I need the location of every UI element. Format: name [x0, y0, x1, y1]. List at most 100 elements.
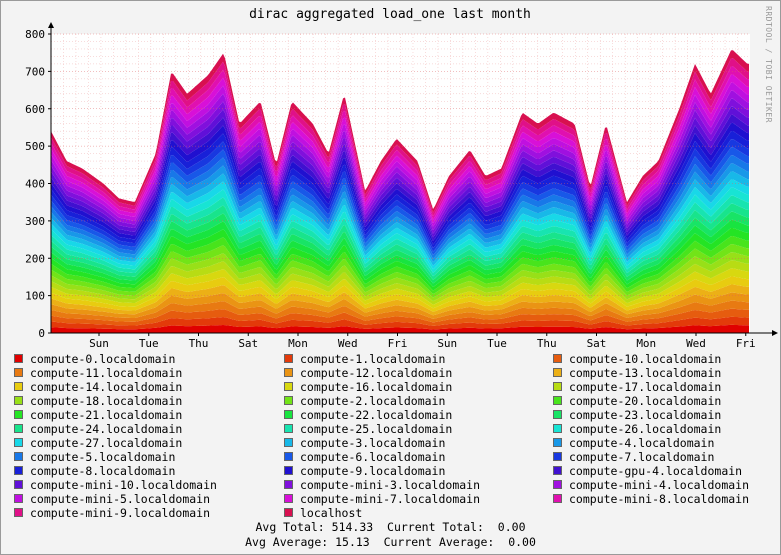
stats-averages: Avg Average: 15.13 Current Average: 0.00	[245, 535, 536, 549]
legend-swatch	[284, 494, 293, 503]
x-axis-arrow	[772, 330, 778, 336]
legend-swatch	[14, 396, 23, 405]
legend-label: compute-26.localdomain	[569, 422, 722, 436]
legend-label: compute-mini-4.localdomain	[569, 478, 750, 492]
legend-label: localhost	[300, 506, 363, 520]
legend-swatch	[14, 494, 23, 503]
series-area	[51, 236, 749, 295]
legend-label: compute-16.localdomain	[300, 380, 453, 394]
legend-swatch	[553, 382, 562, 391]
series-area	[51, 284, 749, 316]
x-tick-label: Sat	[238, 337, 258, 350]
series-area	[51, 227, 749, 291]
legend-swatch	[14, 368, 23, 377]
x-tick-label: Mon	[288, 337, 308, 350]
legend-swatch	[553, 368, 562, 377]
y-tick-label: 100	[25, 290, 45, 303]
legend-swatch	[553, 354, 562, 363]
x-tick-label: Mon	[636, 337, 656, 350]
legend-swatch	[553, 424, 562, 433]
legend-label: compute-23.localdomain	[569, 408, 722, 422]
y-axis-arrow	[48, 22, 54, 28]
legend-swatch	[14, 410, 23, 419]
series-area	[51, 292, 749, 319]
legend-swatch	[284, 396, 293, 405]
y-tick-label: 400	[25, 178, 45, 191]
series-area	[51, 252, 749, 302]
legend-swatch	[284, 508, 293, 517]
legend-label: compute-7.localdomain	[569, 450, 715, 464]
series-area	[51, 179, 749, 270]
x-tick-label: Thu	[537, 337, 557, 350]
legend-label: compute-12.localdomain	[300, 366, 453, 380]
x-tick-label: Sun	[437, 337, 457, 350]
x-tick-label: Sun	[89, 337, 109, 350]
legend-swatch	[553, 480, 562, 489]
legend-label: compute-5.localdomain	[30, 450, 176, 464]
legend-label: compute-13.localdomain	[569, 366, 722, 380]
legend-swatch	[14, 438, 23, 447]
legend-swatch	[284, 480, 293, 489]
legend-label: compute-mini-10.localdomain	[30, 478, 217, 492]
x-tick-label: Tue	[139, 337, 159, 350]
legend-label: compute-mini-9.localdomain	[30, 506, 211, 520]
series-area	[51, 203, 749, 280]
x-tick-label: Fri	[736, 337, 756, 350]
legend-swatch	[14, 508, 23, 517]
series-area	[51, 300, 749, 323]
y-tick-label: 800	[25, 28, 45, 41]
series-area	[51, 244, 749, 298]
x-tick-label: Wed	[338, 337, 358, 350]
legend-label: compute-14.localdomain	[30, 380, 183, 394]
y-tick-label: 600	[25, 103, 45, 116]
chart-title: dirac aggregated load_one last month	[249, 7, 531, 22]
legend-swatch	[14, 480, 23, 489]
series-area	[51, 219, 749, 287]
legend-label: compute-mini-3.localdomain	[300, 478, 481, 492]
legend-label: compute-6.localdomain	[300, 450, 446, 464]
legend-swatch	[284, 466, 293, 475]
legend-label: compute-3.localdomain	[300, 436, 446, 450]
legend-swatch	[14, 452, 23, 461]
legend-swatch	[284, 382, 293, 391]
watermark: RRDTOOL / TOBI OETIKER	[764, 6, 773, 123]
legend-swatch	[284, 410, 293, 419]
legend-label: compute-4.localdomain	[569, 436, 715, 450]
y-tick-label: 300	[25, 215, 45, 228]
legend-swatch	[553, 494, 562, 503]
series-area	[51, 316, 749, 330]
legend-label: compute-27.localdomain	[30, 436, 183, 450]
legend-label: compute-mini-7.localdomain	[300, 492, 481, 506]
legend-label: compute-17.localdomain	[569, 380, 722, 394]
x-tick-label: Sat	[587, 337, 607, 350]
series-area	[51, 324, 749, 333]
series-area	[51, 195, 749, 277]
legend-label: compute-21.localdomain	[30, 408, 183, 422]
legend-swatch	[553, 396, 562, 405]
series-area	[51, 187, 749, 273]
series-area	[51, 276, 749, 312]
y-tick-label: 200	[25, 252, 45, 265]
legend-label: compute-24.localdomain	[30, 422, 183, 436]
x-tick-label: Thu	[189, 337, 209, 350]
x-tick-label: Tue	[487, 337, 507, 350]
legend-label: compute-gpu-4.localdomain	[569, 464, 743, 478]
legend-swatch	[284, 438, 293, 447]
y-tick-label: 0	[38, 327, 45, 340]
legend-swatch	[284, 354, 293, 363]
legend-swatch	[553, 466, 562, 475]
legend-label: compute-1.localdomain	[300, 352, 446, 366]
x-tick-label: Wed	[686, 337, 706, 350]
series-area	[51, 211, 749, 284]
legend-swatch	[553, 438, 562, 447]
y-tick-label: 500	[25, 140, 45, 153]
legend-label: compute-22.localdomain	[300, 408, 453, 422]
legend-swatch	[14, 354, 23, 363]
legend-label: compute-mini-8.localdomain	[569, 492, 750, 506]
legend-swatch	[284, 368, 293, 377]
legend-label: compute-2.localdomain	[300, 394, 446, 408]
series-area	[51, 260, 749, 305]
legend-swatch	[284, 452, 293, 461]
series-area	[51, 268, 749, 309]
